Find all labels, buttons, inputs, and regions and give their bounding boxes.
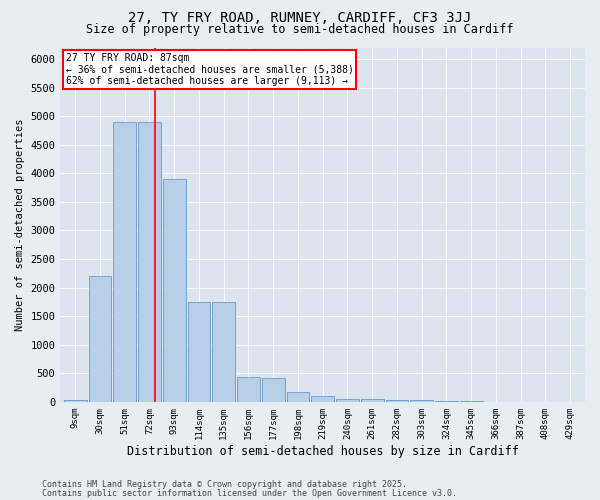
Bar: [163, 179, 185, 402]
Bar: [287, 392, 310, 402]
Text: Contains HM Land Registry data © Crown copyright and database right 2025.: Contains HM Land Registry data © Crown c…: [42, 480, 407, 489]
Bar: [188, 302, 211, 402]
Text: 27 TY FRY ROAD: 87sqm
← 36% of semi-detached houses are smaller (5,388)
62% of s: 27 TY FRY ROAD: 87sqm ← 36% of semi-deta…: [65, 53, 353, 86]
Text: 27, TY FRY ROAD, RUMNEY, CARDIFF, CF3 3JJ: 27, TY FRY ROAD, RUMNEY, CARDIFF, CF3 3J…: [128, 11, 472, 25]
Bar: [336, 399, 359, 402]
Text: Size of property relative to semi-detached houses in Cardiff: Size of property relative to semi-detach…: [86, 22, 514, 36]
Bar: [410, 400, 433, 402]
Bar: [311, 396, 334, 402]
Bar: [361, 398, 383, 402]
Bar: [138, 122, 161, 402]
Bar: [113, 122, 136, 402]
X-axis label: Distribution of semi-detached houses by size in Cardiff: Distribution of semi-detached houses by …: [127, 444, 518, 458]
Bar: [89, 276, 112, 402]
Bar: [262, 378, 284, 402]
Bar: [237, 378, 260, 402]
Bar: [212, 302, 235, 402]
Text: Contains public sector information licensed under the Open Government Licence v3: Contains public sector information licen…: [42, 488, 457, 498]
Bar: [64, 400, 86, 402]
Y-axis label: Number of semi-detached properties: Number of semi-detached properties: [15, 118, 25, 331]
Bar: [386, 400, 409, 402]
